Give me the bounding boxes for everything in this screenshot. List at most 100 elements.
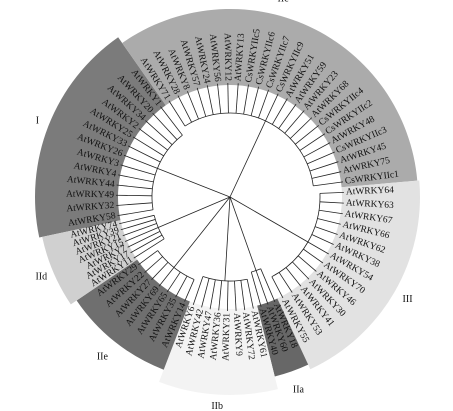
branch: [246, 279, 254, 309]
branch: [175, 275, 188, 298]
branch: [243, 84, 249, 115]
branch: [314, 226, 338, 235]
branch: [271, 276, 284, 299]
group-sector: [76, 259, 190, 370]
branch: [250, 86, 260, 116]
branch: [307, 241, 329, 255]
branch: [299, 133, 326, 151]
branch: [303, 142, 331, 158]
branch: [145, 120, 173, 145]
branch: [206, 85, 214, 115]
branch: [217, 83, 222, 114]
branch: [250, 271, 262, 307]
clade-stem: [229, 120, 266, 198]
branch: [218, 280, 223, 311]
branch: [284, 110, 305, 134]
branch: [235, 83, 239, 114]
branch: [201, 278, 210, 308]
group-label: IIb: [211, 401, 223, 411]
branch: [311, 234, 334, 245]
branch: [158, 267, 175, 287]
group-sector: [257, 298, 309, 377]
branch: [117, 209, 154, 217]
branch: [120, 219, 156, 231]
clade-stem: [224, 196, 231, 281]
branch: [307, 151, 335, 165]
branch: [123, 154, 158, 169]
branch: [166, 271, 181, 293]
clade-stem: [173, 196, 231, 268]
branch: [227, 83, 229, 114]
group-label: IIa: [293, 385, 305, 396]
branch: [138, 250, 158, 266]
branch: [260, 268, 276, 302]
branch: [132, 136, 164, 157]
branch: [160, 106, 183, 136]
leaf-label: AtWRKY31: [221, 313, 232, 361]
branch: [265, 93, 279, 122]
group-sector: [42, 220, 138, 305]
clade-stem: [157, 168, 231, 198]
branch: [303, 248, 324, 264]
branch: [118, 174, 154, 183]
clade-stem: [158, 196, 231, 228]
branch: [122, 223, 157, 237]
branch: [292, 261, 310, 280]
branch: [144, 256, 163, 273]
leaf-label: AtWRKY9: [231, 313, 243, 357]
branch: [258, 89, 269, 119]
branch: [278, 103, 297, 129]
branch: [116, 202, 153, 206]
leaf-label: AtWRKY36: [209, 312, 224, 361]
branch: [285, 267, 302, 287]
leaf-label: AtWRKY13: [234, 33, 247, 82]
branch: [138, 128, 168, 151]
branch: [130, 234, 163, 254]
branch: [124, 227, 159, 242]
branch: [318, 209, 343, 215]
branch: [309, 161, 339, 172]
group-sector: [122, 8, 418, 188]
branch: [319, 201, 344, 204]
branch: [311, 171, 342, 179]
group-label: IIe: [97, 352, 109, 363]
leaf-label: AtWRKY32: [66, 201, 115, 215]
branch: [234, 280, 237, 311]
leaf-label: AtWRKY49: [66, 190, 114, 201]
branch: [290, 117, 313, 139]
branch: [184, 279, 195, 302]
branch: [187, 91, 199, 120]
branch: [240, 280, 246, 311]
branch: [127, 231, 161, 248]
branch: [255, 270, 269, 305]
group-sector: [159, 301, 278, 395]
group-sector: [35, 37, 166, 238]
leaf-label: AtWRKY63: [346, 198, 395, 211]
branch: [152, 112, 178, 140]
branch: [116, 184, 153, 190]
group-label: IIc: [278, 0, 290, 4]
branch: [226, 280, 229, 311]
branch: [319, 192, 344, 194]
clade-arc: [184, 112, 314, 186]
clade-arc: [202, 276, 248, 282]
branch: [127, 145, 161, 163]
branch: [271, 98, 288, 125]
branch: [295, 125, 319, 145]
branch: [297, 255, 317, 272]
group-label: I: [36, 115, 39, 126]
branch: [133, 238, 165, 259]
branch: [120, 164, 156, 176]
branch: [168, 100, 186, 127]
group-label: III: [403, 294, 413, 305]
branch: [278, 272, 293, 293]
branch: [209, 279, 216, 310]
branch: [192, 276, 204, 306]
leaf-label: AtWRKY64: [346, 186, 395, 198]
branch: [177, 95, 192, 123]
group-sector: [277, 180, 420, 370]
branch: [119, 214, 155, 225]
leaf-label: AtWRKY12: [222, 33, 233, 81]
branch: [317, 218, 341, 225]
branch: [196, 87, 207, 117]
